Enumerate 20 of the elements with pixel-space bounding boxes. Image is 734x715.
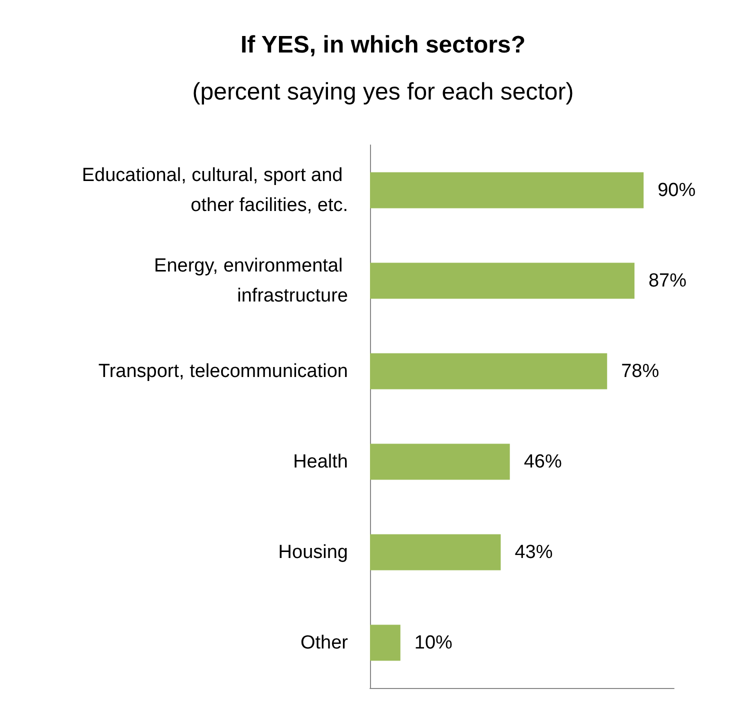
y-tick-label: Transport, telecommunication (98, 360, 348, 382)
data-label: 10% (414, 632, 453, 654)
data-label: 43% (514, 542, 553, 563)
data-label: 90% (658, 180, 696, 201)
data-label: 46% (524, 451, 562, 472)
data-label: 78% (621, 360, 660, 382)
y-tick-label: Energy, environmental infrastructure (154, 255, 348, 306)
bar (370, 624, 400, 661)
y-tick-label: Health (293, 451, 348, 472)
y-tick-label: Educational, cultural, sport and other facilities, etc. (82, 164, 348, 216)
bar (370, 534, 501, 570)
bar (370, 444, 510, 480)
y-tick-label: Other (300, 632, 349, 654)
bar (370, 353, 608, 390)
data-label: 87% (648, 270, 687, 292)
y-tick-label: Housing (278, 542, 348, 563)
bar (370, 262, 634, 299)
chart-title: If YES, in which sectors? (240, 32, 526, 58)
bar (370, 172, 644, 208)
chart-subtitle: (percent saying yes for each sector) (192, 78, 574, 106)
